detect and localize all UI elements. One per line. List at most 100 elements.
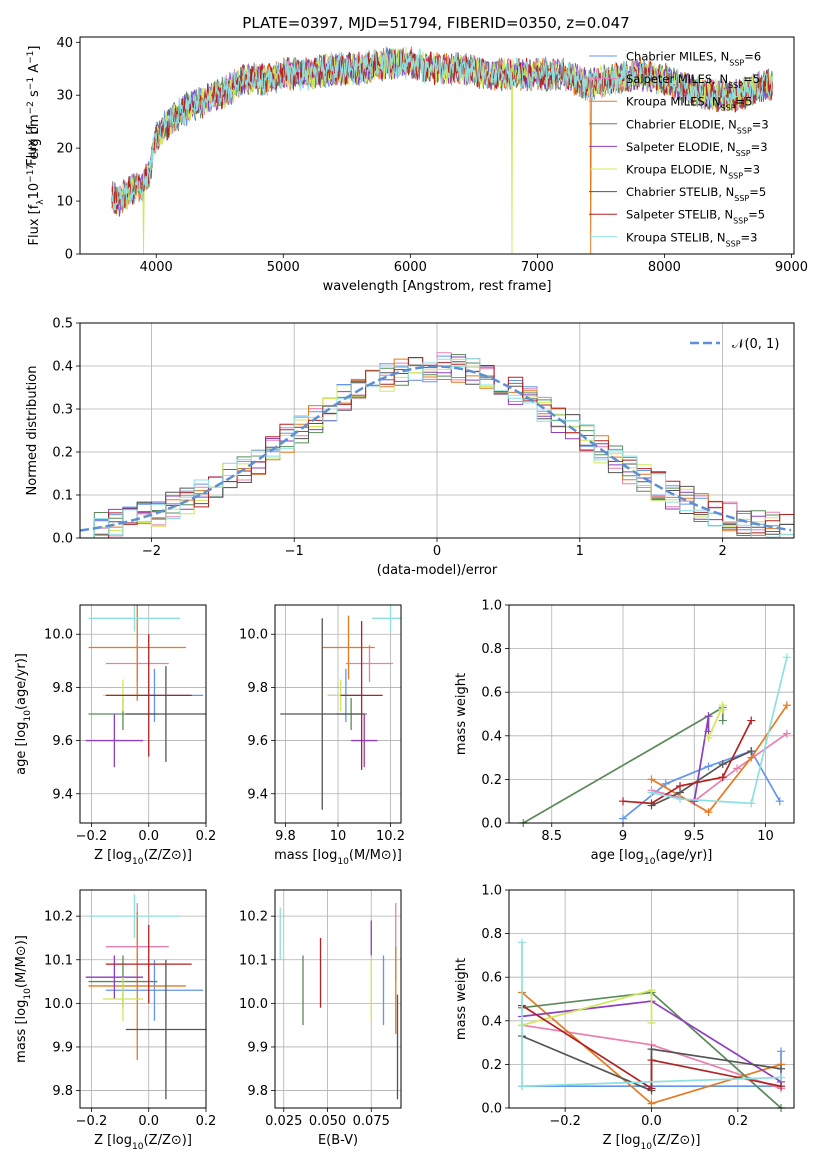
spectrum-legend-label: Chabrier ELODIE, NSSP=3: [626, 117, 769, 135]
mwage-series-marker: [718, 760, 727, 769]
massz-xtick-label: 0.2: [196, 1114, 217, 1129]
mwz-ytick-label: 0.4: [481, 1014, 502, 1029]
mwage-frame: [508, 604, 795, 824]
mwage-series-marker: [619, 797, 627, 806]
mwz-ytick-label: 0.6: [481, 971, 502, 986]
mwz-series-marker: [647, 1099, 656, 1108]
mwage-series-marker: [704, 712, 713, 721]
mwz-ylabel: mass weight: [454, 958, 469, 1040]
mwz-series-marker: [647, 986, 656, 995]
massz-ytick-label: 10.1: [44, 953, 73, 968]
massebv-ytick-label: 9.9: [247, 1040, 268, 1055]
residuals-series-step: [80, 356, 794, 539]
spectrum-xtick-label: 5000: [267, 260, 300, 275]
massebv-xtick-label: 0.025: [265, 1114, 302, 1129]
spectrum-ytick-label: 30: [56, 89, 73, 104]
mwage-series-marker: [619, 814, 627, 823]
agemass-xtick-label: 10: [330, 829, 347, 844]
mwage-series-marker: [704, 762, 713, 771]
residuals-xtick-label: −1: [285, 544, 304, 559]
mwage-series-line: [651, 657, 788, 805]
spectrum-curves: [111, 46, 773, 254]
spectrum-axes: 4000 5000 6000 7000 8000 9000 0 10 20 30 40: [56, 36, 808, 275]
spectrum-ytick-label: 10: [56, 195, 73, 210]
residuals-normal-curve: [79, 365, 792, 532]
mwage-series-marker: [775, 797, 784, 806]
spectrum-legend-label: Chabrier STELIB, NSSP=5: [626, 185, 766, 203]
mwage-series-marker: [747, 716, 756, 725]
massebv-points: [279, 903, 399, 1100]
mwz-series-marker: [647, 1056, 656, 1065]
mwage-lines: [519, 653, 791, 827]
agez-ytick-label: 9.4: [52, 787, 73, 802]
spectrum-xlabel: wavelength [Angstrom, rest frame]: [323, 279, 552, 294]
mwage-series-marker: [718, 773, 727, 782]
mwage-series-line: [622, 720, 753, 805]
massz-xlabel: Z [log10(Z/Z⊙)]: [94, 1133, 192, 1152]
massz-axes: −0.2 0.0 0.2 9.8 9.9 10.0 10.1 10.2: [44, 889, 217, 1129]
mwz-series-line: [521, 1004, 782, 1090]
mwage-series-marker: [704, 733, 713, 742]
mwz-series-marker: [777, 1082, 786, 1091]
mwage-ytick-label: 1.0: [481, 599, 502, 614]
residuals-series-step: [80, 357, 794, 539]
mwage-series-marker: [733, 764, 741, 773]
spectrum-xtick-label: 9000: [775, 260, 808, 275]
mwz-series-marker: [517, 1082, 526, 1091]
massebv-xtick-label: 0.075: [353, 1114, 390, 1129]
mwz-series-marker: [777, 1047, 786, 1056]
massz-xtick-label: −0.2: [76, 1114, 108, 1129]
mwz-series-line: [521, 989, 653, 1027]
spectrum-ytick-label: 40: [56, 36, 73, 51]
mwage-series-marker: [661, 779, 670, 788]
mwz-series-marker: [777, 1073, 786, 1082]
residuals-series-step: [80, 358, 794, 539]
mwage-series-marker: [782, 653, 791, 662]
mwage-xtick-label: 10: [757, 829, 774, 844]
residuals-ytick-label: 0.4: [52, 360, 73, 375]
massebv-frame: [274, 889, 402, 1109]
agemass-ytick-label: 9.8: [247, 681, 268, 696]
mwage-series-marker: [718, 716, 727, 725]
agemass-axes: 9.8 10 10.2 9.4 9.6 9.8 10.0: [239, 604, 405, 844]
spectrum-ylabel: Flux [f: [25, 125, 40, 166]
agemass-points: [280, 605, 401, 810]
residuals-xtick-label: 2: [718, 544, 726, 559]
mwage-ytick-label: 0.0: [481, 817, 502, 832]
spectrum-xtick-label: 4000: [140, 260, 173, 275]
massebv-ytick-label: 10.1: [239, 953, 268, 968]
residuals-series-step: [80, 354, 794, 539]
massz-xtick-label: 0.0: [138, 1114, 159, 1129]
residuals-xtick-label: −2: [142, 544, 161, 559]
agez-points: [85, 605, 206, 768]
spectrum-legend-label: Kroupa MILES, NSSP=5: [626, 95, 752, 113]
massz-ytick-label: 10.2: [44, 910, 73, 925]
residuals-xtick-label: 1: [576, 544, 584, 559]
residuals-ytick-label: 0.5: [52, 317, 73, 332]
residuals-legend-label: 𝒩(0, 1): [732, 337, 779, 352]
mwage-series-marker: [647, 775, 656, 784]
residuals-ytick-label: 0.3: [52, 403, 73, 418]
agez-xlabel: Z [log10(Z/Z⊙)]: [94, 848, 192, 867]
mwage-ytick-label: 0.4: [481, 729, 502, 744]
residuals-ytick-label: 0.0: [52, 532, 73, 547]
mwage-series-marker: [747, 747, 756, 756]
agemass-xtick-label: 10.2: [376, 829, 405, 844]
spectrum-frame: [79, 36, 795, 255]
mwz-series-marker: [517, 938, 526, 947]
massebv-ytick-label: 10.2: [239, 910, 268, 925]
massz-points: [85, 894, 206, 1100]
massz-ytick-label: 9.8: [52, 1084, 73, 1099]
spectrum-legend-label: Chabrier MILES, NSSP=6: [626, 50, 761, 68]
agemass-ytick-label: 10.0: [239, 628, 268, 643]
agez-ytick-label: 10.0: [44, 628, 73, 643]
mwage-axes: 8.5 9 9.5 10 0.0 0.2 0.4 0.6 0.8 1.0: [481, 599, 795, 844]
residuals-ylabel: Normed distribution: [25, 366, 40, 496]
mwage-series-marker: [782, 729, 791, 738]
spectrum-ytick-label: 20: [56, 142, 73, 157]
massz-frame: [79, 889, 207, 1109]
mwage-series-marker: [676, 781, 684, 790]
mwage-ylabel: mass weight: [454, 673, 469, 755]
mwz-ytick-label: 1.0: [481, 884, 502, 899]
